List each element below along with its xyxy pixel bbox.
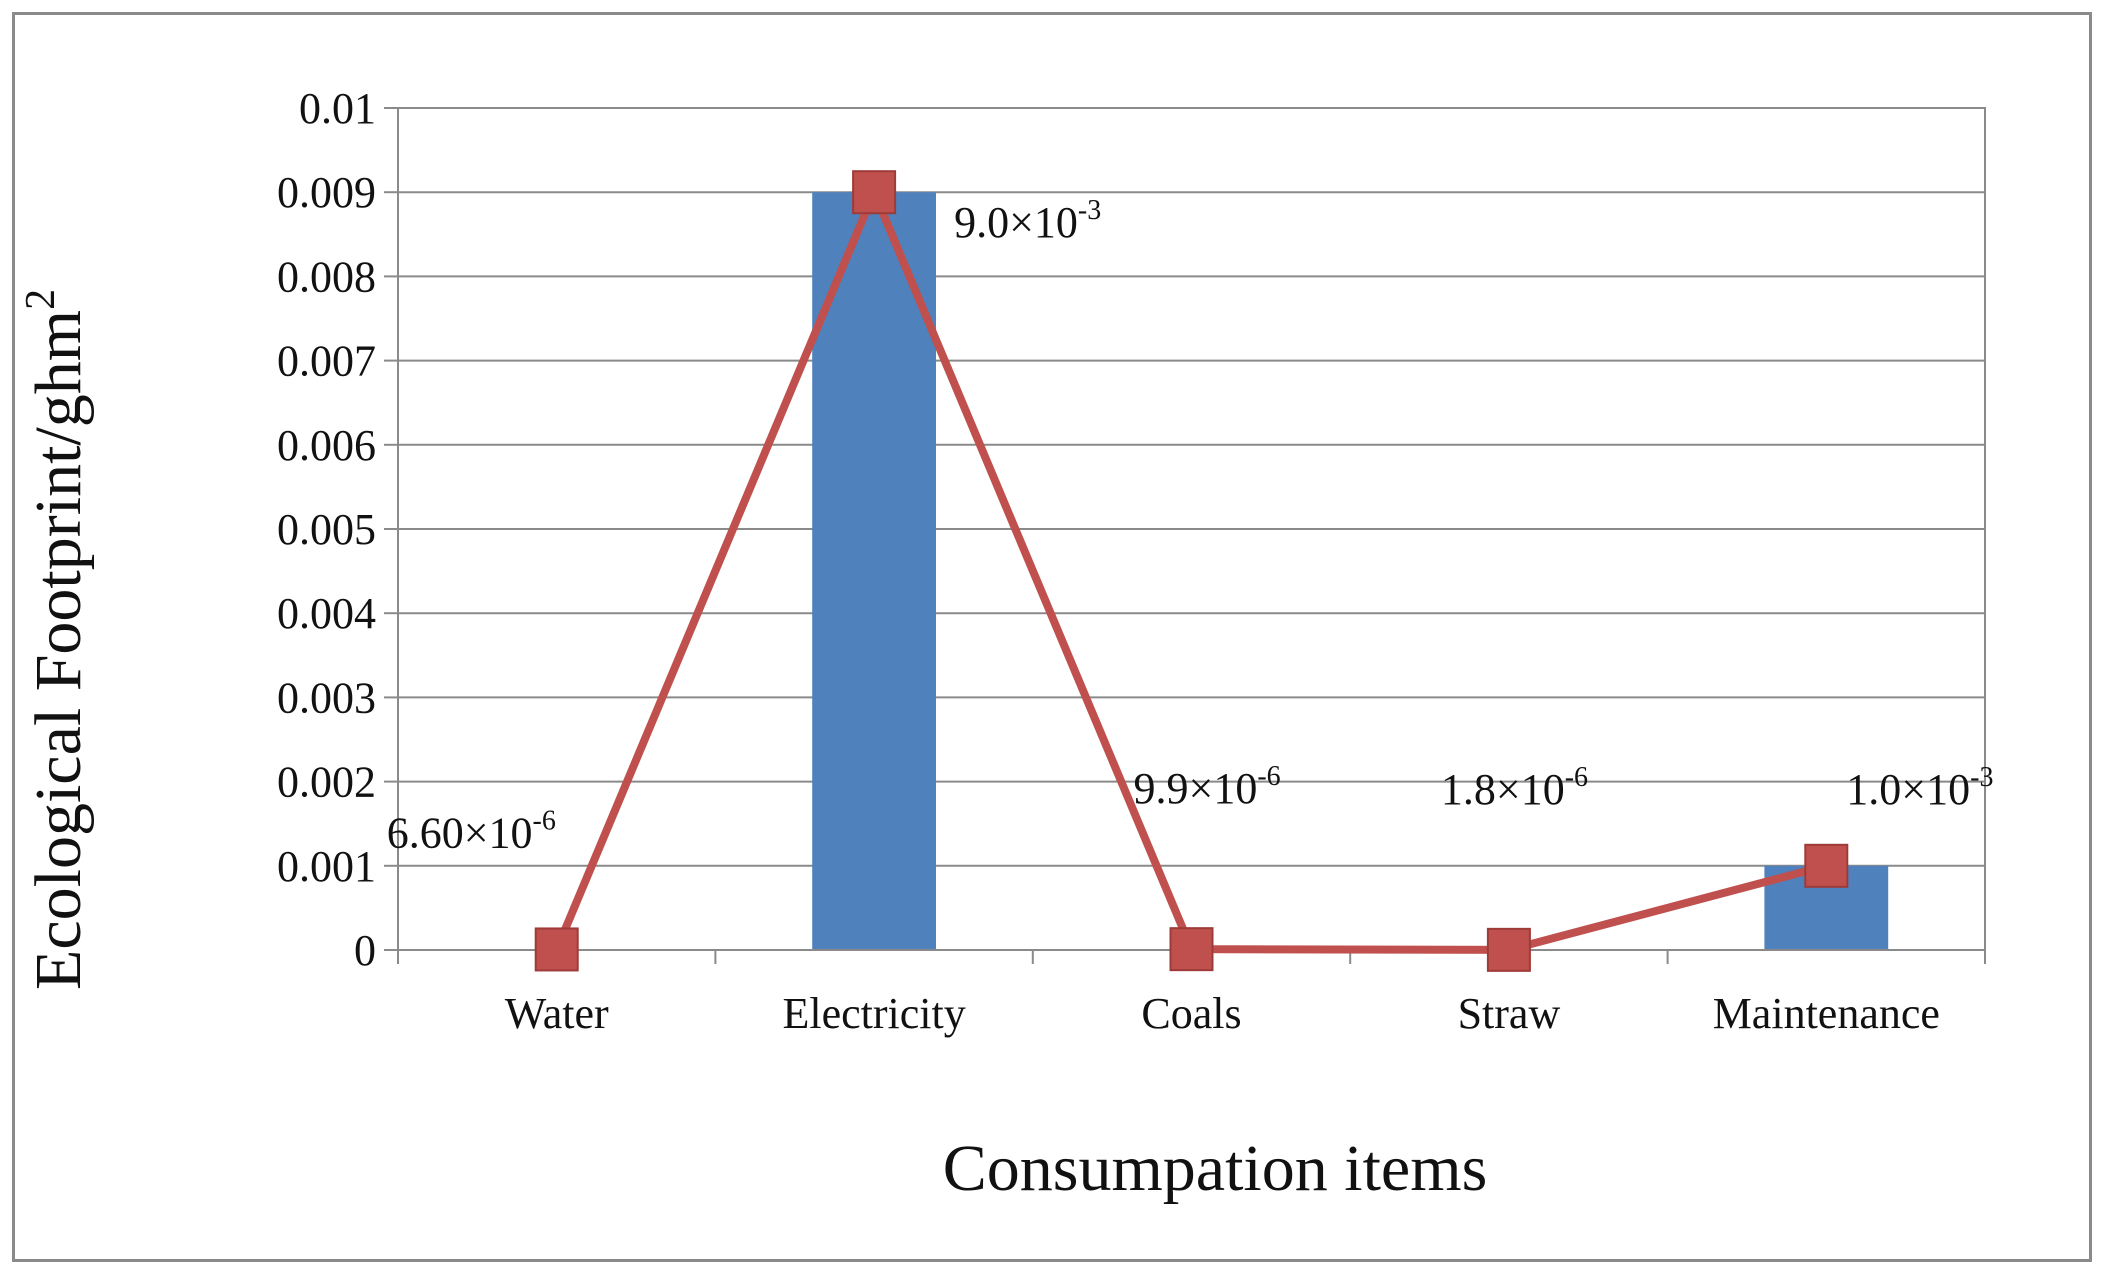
line-marker-maintenance	[1804, 843, 1849, 888]
y-tick-label: 0.007	[277, 337, 376, 386]
data-label-base: 9.9×10	[1134, 764, 1258, 813]
bar-electricity	[812, 192, 936, 950]
y-tick-label: 0.002	[277, 758, 376, 807]
x-tick-label: Water	[505, 989, 609, 1038]
data-label-coals: 9.9×10-6	[1134, 761, 1281, 813]
y-tick-label: 0.008	[277, 252, 376, 301]
y-tick-label: 0.005	[277, 505, 376, 554]
data-label-electricity: 9.0×10-3	[954, 195, 1101, 247]
data-label-base: 1.8×10	[1441, 765, 1565, 814]
y-tick-label: 0.001	[277, 842, 376, 891]
bars	[494, 192, 1889, 950]
data-labels: 6.60×10-69.0×10-39.9×10-6 1.8×10-6 1.0×10-…	[387, 195, 1994, 857]
data-label-exponent: -6	[533, 805, 556, 836]
x-tick-label: Coals	[1141, 989, 1241, 1038]
x-axis-title: Consumpation items	[943, 1132, 1488, 1205]
y-tick-label: 0.01	[299, 84, 376, 133]
data-label-exponent: -6	[1565, 762, 1588, 793]
line-marker-straw	[1486, 927, 1531, 972]
x-tick-label: Electricity	[782, 989, 965, 1038]
data-label-exponent: -3	[1970, 762, 1993, 793]
x-tick-label: Maintenance	[1713, 989, 1940, 1038]
line-marker-coals	[1169, 927, 1214, 972]
data-label-water: 6.60×10-6	[387, 805, 556, 857]
axes: 0 0.001 0.002 0.003 0.004 0.005 0.006 0.007 0.00…	[277, 84, 1986, 1038]
data-label-base: 9.0×10	[954, 198, 1078, 247]
y-tick-label: 0	[354, 926, 376, 975]
line-marker-electricity	[852, 170, 897, 215]
y-axis-title: Ecological Footprint/ghm2	[18, 289, 95, 990]
data-label-base: 6.60×10	[387, 808, 533, 857]
data-label-straw: 1.8×10-6	[1441, 762, 1588, 814]
x-tick-label: Straw	[1458, 989, 1561, 1038]
data-label-maintenance: 1.0×10-3	[1846, 762, 1993, 814]
gridlines	[398, 107, 1985, 951]
line-series	[534, 170, 1849, 972]
data-label-exponent: -6	[1257, 761, 1280, 792]
data-label-exponent: -3	[1078, 195, 1101, 226]
y-tick-label: 0.003	[277, 673, 376, 722]
line-marker-water	[534, 927, 579, 972]
data-label-base: 1.0×10	[1846, 765, 1970, 814]
y-tick-label: 0.009	[277, 168, 376, 217]
y-tick-label: 0.004	[277, 589, 376, 638]
y-tick-label: 0.006	[277, 421, 376, 470]
